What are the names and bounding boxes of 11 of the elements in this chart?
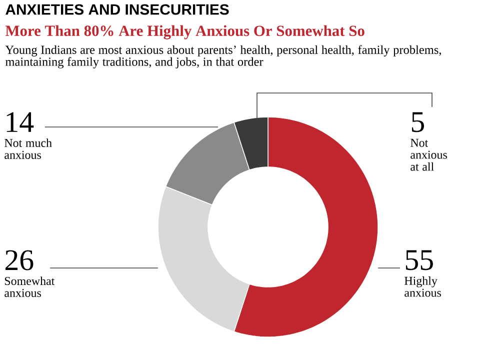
slice-label: Not much anxious xyxy=(4,138,52,159)
chart-title: ANXIETIES AND INSECURITIES xyxy=(6,4,229,15)
data-label: 55 xyxy=(406,250,433,270)
data-label: 5 xyxy=(412,112,424,132)
data-label: 26 xyxy=(6,250,34,270)
chart-subtitle: More Than 80% Are Highly Anxious Or Somewhat So xyxy=(5,25,364,40)
text: Young Indians are most anxious about parents’ health, personal health, family problems, maintaining family traditions, and jobs, in that order xyxy=(5,45,441,68)
data-label: 14 xyxy=(6,112,34,132)
slice-label: Not anxious at all xyxy=(410,138,447,171)
slice-label: Highly anxious xyxy=(404,276,441,297)
slice-label: Somewhat anxious xyxy=(4,276,55,298)
